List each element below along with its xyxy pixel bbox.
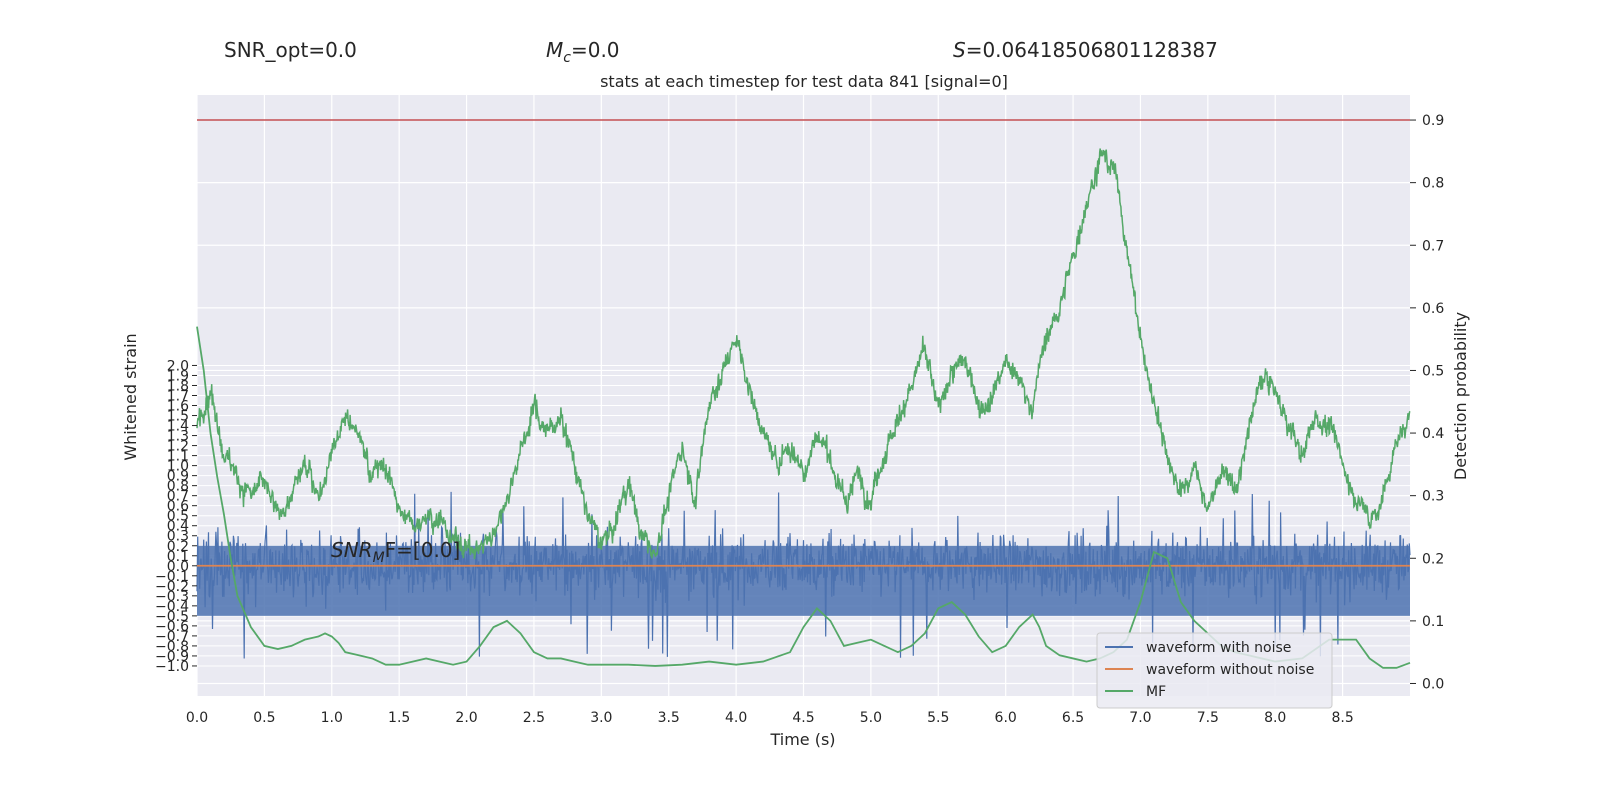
- x-tick-label: 4.5: [792, 710, 814, 726]
- y-left-tick-label: 1.7: [167, 389, 189, 405]
- y-left-tick-label: −0.6: [155, 619, 189, 635]
- legend-box: [1096, 632, 1333, 709]
- y-left-tick-label: 0.4: [167, 519, 189, 535]
- s-stat: S=0.06418506801128387: [953, 38, 1218, 62]
- y-left-tick-label: 0.1: [167, 549, 189, 565]
- y-left-tick-label: 0.7: [167, 489, 189, 505]
- y-left-tick-label: 0.3: [167, 529, 189, 545]
- y-left-tick-label: 0.6: [167, 499, 189, 515]
- y-right-tick-label: 0.6: [1422, 301, 1444, 317]
- y-left-tick-label: 1.8: [167, 378, 189, 394]
- y-axis-right-label: Detection probability: [1451, 312, 1470, 480]
- x-tick-label: 2.0: [455, 710, 477, 726]
- x-axis-label: Time (s): [769, 730, 835, 749]
- x-tick-label: 6.5: [1062, 710, 1084, 726]
- y-left-tick-label: −0.2: [155, 579, 189, 595]
- y-left-tick-label: −0.5: [155, 609, 189, 625]
- y-left-tick-label: 2.0: [167, 358, 189, 374]
- snr-mf-annotation: SNRMF=[0.0]: [331, 538, 460, 566]
- snr-mf-tail: F=[0.0]: [385, 538, 461, 562]
- chart-title: stats at each timestep for test data 841…: [600, 72, 1008, 91]
- y-left-tick-label: −0.8: [155, 639, 189, 655]
- y-left-tick-label: 1.1: [167, 449, 189, 465]
- y-right-tick-label: 0.5: [1422, 363, 1444, 379]
- y-left-tick-label: 1.3: [167, 429, 189, 445]
- y-left-tick-label: 0.5: [167, 509, 189, 525]
- legend: waveform with noise waveform without noi…: [1096, 632, 1333, 709]
- x-tick-label: 4.0: [725, 710, 747, 726]
- y-right-tick-label: 0.4: [1422, 426, 1444, 442]
- y-left-tick-label: 0.0: [167, 559, 189, 575]
- y-left-tick-label: −0.4: [155, 599, 189, 615]
- y-left-tick-label: 1.4: [167, 419, 189, 435]
- snr-opt-stat: SNR_opt=0.0: [224, 38, 357, 62]
- x-tick-label: 8.0: [1264, 710, 1286, 726]
- y-left-tick-label: −1.0: [155, 659, 189, 675]
- x-tick-label: 5.0: [860, 710, 882, 726]
- y-right-tick-label: 0.1: [1422, 614, 1444, 630]
- y-left-tick-label: 0.8: [167, 479, 189, 495]
- y-left-tick-label: 1.0: [167, 459, 189, 475]
- y-right-tick-label: 0.2: [1422, 551, 1444, 567]
- series-layer: [196, 119, 1411, 669]
- y-left-tick-label: 0.2: [167, 539, 189, 555]
- chirp-mass-stat: Mc=0.0: [546, 38, 620, 66]
- x-tick-label: 0.0: [186, 710, 208, 726]
- y-left-tick-label: 1.2: [167, 439, 189, 455]
- y-left-tick-label: 1.6: [167, 399, 189, 415]
- y-left-tick-label: −0.3: [155, 589, 189, 605]
- x-tick-label: 0.5: [253, 710, 275, 726]
- y-right-tick-label: 0.8: [1422, 176, 1444, 192]
- y-right-tick-label: 0.3: [1422, 489, 1444, 505]
- y-left-tick-label: −0.9: [155, 649, 189, 665]
- x-tick-label: 3.5: [658, 710, 680, 726]
- y-right-tick-label: 0.9: [1422, 113, 1444, 129]
- y-left-tick-label: 1.9: [167, 368, 189, 384]
- x-tick-label: 2.5: [523, 710, 545, 726]
- x-tick-label: 8.5: [1331, 710, 1353, 726]
- y-left-tick-label: −0.1: [155, 569, 189, 585]
- legend-label-mf: MF: [1146, 684, 1166, 700]
- y-axis-left-label: Whitened strain: [121, 333, 140, 460]
- x-tick-label: 1.0: [321, 710, 343, 726]
- x-tick-label: 3.0: [590, 710, 612, 726]
- y-left-tick-label: 1.5: [167, 409, 189, 425]
- y-right-tick-label: 0.0: [1422, 676, 1444, 692]
- series-detection-probability: [196, 148, 1411, 560]
- series-mf: [196, 326, 1411, 669]
- legend-label-noisy: waveform with noise: [1146, 640, 1291, 656]
- legend-label-clean: waveform without noise: [1146, 662, 1314, 678]
- axes: 0.0 0.5 1.0 1.5 2.0 2.5 3.0 3.5 4.0 4.5 5.0 5.5 6.0 6…: [155, 113, 1444, 726]
- x-tick-label: 1.5: [388, 710, 410, 726]
- x-tick-label: 5.5: [927, 710, 949, 726]
- snr-mf-base: SNR: [331, 538, 373, 562]
- x-tick-label: 6.0: [995, 710, 1017, 726]
- y-right-tick-label: 0.7: [1422, 238, 1444, 254]
- x-tick-label: 7.0: [1129, 710, 1151, 726]
- y-left-tick-label: 0.9: [167, 469, 189, 485]
- snr-mf-sub: M: [373, 550, 385, 566]
- y-left-tick-label: −0.7: [155, 629, 189, 645]
- x-tick-label: 7.5: [1197, 710, 1219, 726]
